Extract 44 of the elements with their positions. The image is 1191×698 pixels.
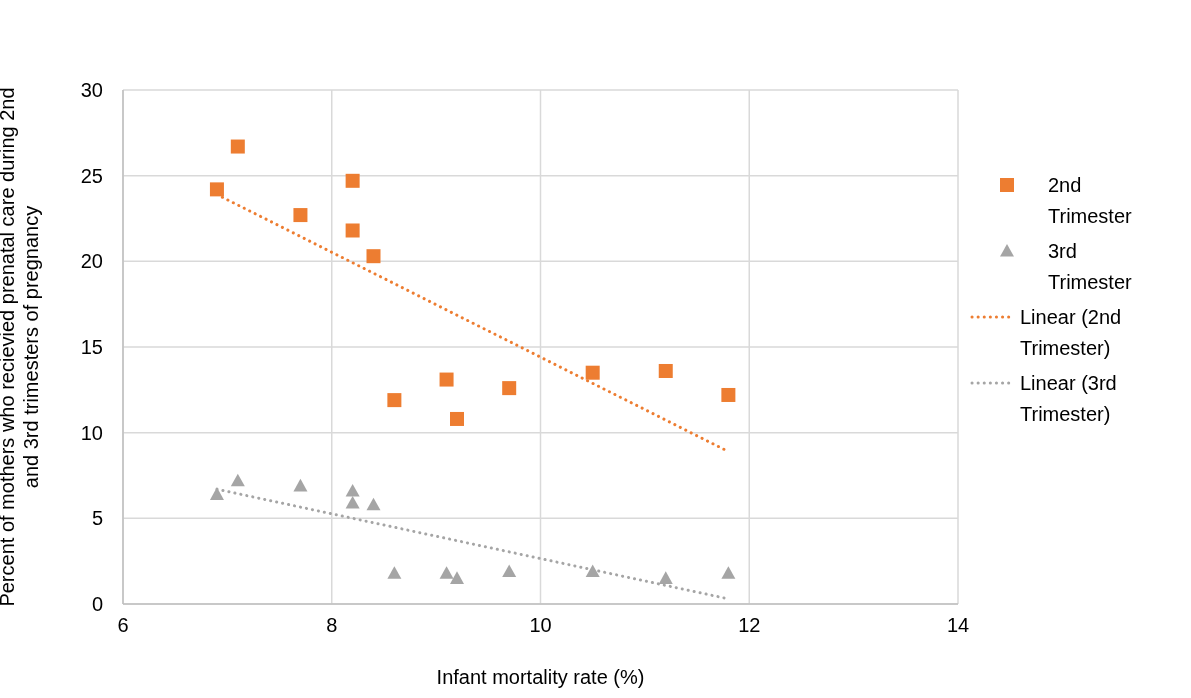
- legend-label: 3rd Trimester: [1048, 240, 1133, 293]
- point: [450, 571, 464, 584]
- x-tick-label: 14: [946, 614, 970, 636]
- x-tick-label: 6: [117, 614, 129, 636]
- point: [230, 473, 245, 487]
- point: [585, 564, 600, 578]
- point: [721, 387, 736, 402]
- y-tick-label: 0: [91, 593, 103, 615]
- point: [209, 487, 224, 500]
- y-axis-title: Percent of mothers who recievied prenatal care during 2nd and 3rd trimesters of pregnancy: [0, 87, 42, 607]
- x-tick-label: 8: [326, 614, 338, 636]
- point: [345, 173, 360, 188]
- legend-label: Linear (2nd Trimester): [1020, 306, 1122, 359]
- point: [439, 372, 454, 387]
- y-tick-label: 10: [80, 421, 103, 444]
- x-tick-label: 12: [738, 614, 761, 636]
- point: [387, 393, 402, 408]
- point: [366, 497, 381, 511]
- point: [439, 566, 454, 579]
- point: [345, 495, 360, 509]
- legend-label: Linear (3rd Trimester): [1020, 372, 1117, 425]
- y-tick-label: 30: [80, 79, 103, 101]
- point: [658, 571, 673, 584]
- point: [366, 249, 381, 264]
- point: [502, 381, 517, 396]
- y-tick-label: 15: [80, 336, 103, 358]
- y-tick-label: 25: [80, 164, 103, 187]
- point: [345, 223, 360, 238]
- point: [345, 483, 360, 497]
- y-tick-label: 20: [80, 250, 103, 273]
- point: [230, 139, 245, 154]
- legend-label: 2nd Trimester: [1048, 174, 1133, 227]
- point: [450, 411, 464, 426]
- point: [658, 363, 673, 378]
- point: [585, 365, 600, 380]
- point: [387, 566, 402, 579]
- point: [209, 182, 224, 197]
- point: [293, 478, 308, 492]
- point: [502, 564, 517, 578]
- x-tick-label: 10: [529, 614, 552, 636]
- x-axis-title: Infant mortality rate (%): [436, 666, 645, 688]
- point: [721, 566, 736, 579]
- y-tick-label: 5: [91, 507, 103, 530]
- point: [293, 208, 308, 223]
